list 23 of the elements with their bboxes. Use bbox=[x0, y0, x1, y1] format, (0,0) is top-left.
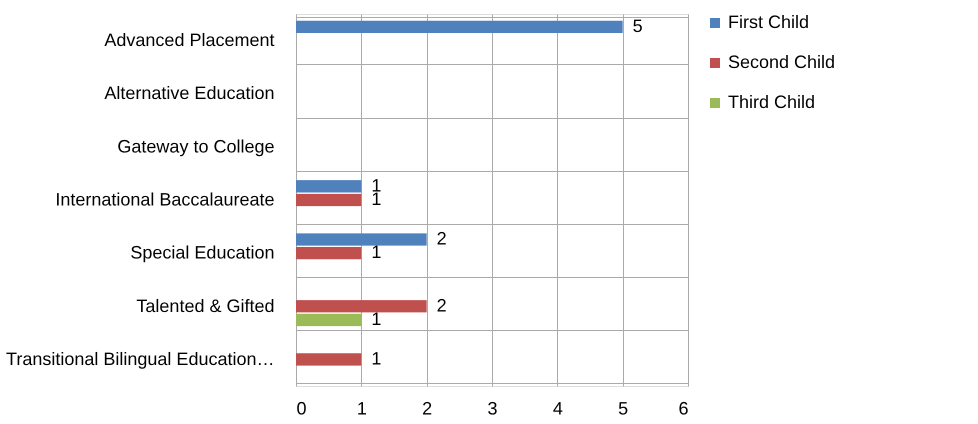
x-tick-label: 1 bbox=[356, 398, 367, 418]
x-tick-label: 4 bbox=[552, 398, 563, 418]
data-label: 2 bbox=[436, 295, 447, 316]
y-tick-label: Transitional Bilingual Education… bbox=[6, 348, 274, 369]
legend-label: Second Child bbox=[728, 52, 836, 72]
data-label: 5 bbox=[632, 16, 643, 36]
x-tick-label: 2 bbox=[422, 398, 432, 418]
data-label: 2 bbox=[436, 228, 447, 248]
legend-label: First Child bbox=[728, 12, 810, 32]
y-tick-label: International Baccalaureate bbox=[55, 190, 274, 210]
y-tick-label: Gateway to College bbox=[117, 136, 274, 156]
y-tick-label: Advanced Placement bbox=[104, 30, 274, 50]
x-tick-label: 3 bbox=[487, 398, 498, 418]
x-tick-label: 5 bbox=[618, 398, 628, 418]
y-tick-label: Alternative Education bbox=[104, 83, 274, 104]
y-tick-label: Talented & Gifted bbox=[136, 296, 274, 316]
data-label: 1 bbox=[371, 308, 382, 329]
legend-label: Third Child bbox=[728, 92, 816, 112]
y-tick-label: Special Education bbox=[130, 242, 274, 263]
data-label: 1 bbox=[371, 348, 382, 368]
data-label: 1 bbox=[371, 242, 382, 262]
x-tick-label: 6 bbox=[678, 398, 688, 418]
x-tick-label: 0 bbox=[296, 398, 307, 418]
